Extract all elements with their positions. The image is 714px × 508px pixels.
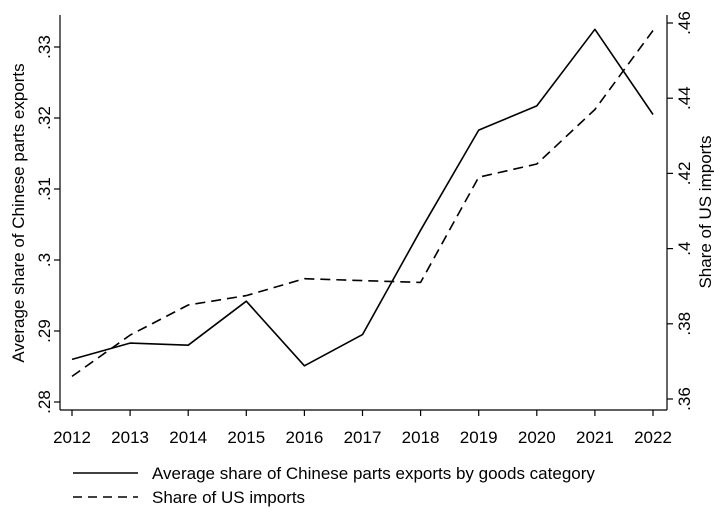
plot-lines [71,28,654,378]
x-tick-label: 2021 [576,428,614,447]
x-tick-label: 2016 [285,428,323,447]
left-tick-label: .33 [35,35,54,59]
x-tick-label: 2022 [634,428,672,447]
x-tick-label: 2020 [518,428,556,447]
x-tick-label: 2012 [53,428,91,447]
axes: .28 .29 .3 .31 .32 .33 .36 .38 .4 .42 .44 .46 2012 20… [35,11,694,447]
legend-label-us-imports: Share of US imports [152,488,305,507]
x-tick-label: 2015 [227,428,265,447]
x-tick-label: 2018 [402,428,440,447]
x-tick-label: 2017 [344,428,382,447]
right-tick-label: .44 [675,86,694,110]
left-tick-label: .28 [35,390,54,414]
right-tick-label: .42 [675,162,694,186]
left-tick-label: .29 [35,319,54,343]
left-axis-title: Average share of Chinese parts exports [9,63,28,362]
x-tick-label: 2014 [169,428,207,447]
legend: Average share of Chinese parts exports b… [73,464,595,507]
x-tick-label: 2013 [111,428,149,447]
left-tick-label: .32 [35,106,54,130]
x-tick-label: 2019 [460,428,498,447]
right-tick-label: .4 [675,242,694,256]
series-line-us-imports [71,30,654,378]
right-tick-label: .38 [675,312,694,336]
right-tick-label: .36 [675,387,694,411]
left-tick-label: .3 [35,253,54,267]
left-tick-label: .31 [35,177,54,201]
right-axis-title: Share of US imports [696,135,714,288]
series-line-parts-exports [71,28,654,367]
right-axis-title-group: Share of US imports [696,135,714,288]
right-tick-label: .46 [675,11,694,35]
left-axis-title-group: Average share of Chinese parts exports [9,63,28,362]
legend-label-parts-exports: Average share of Chinese parts exports b… [152,464,595,483]
